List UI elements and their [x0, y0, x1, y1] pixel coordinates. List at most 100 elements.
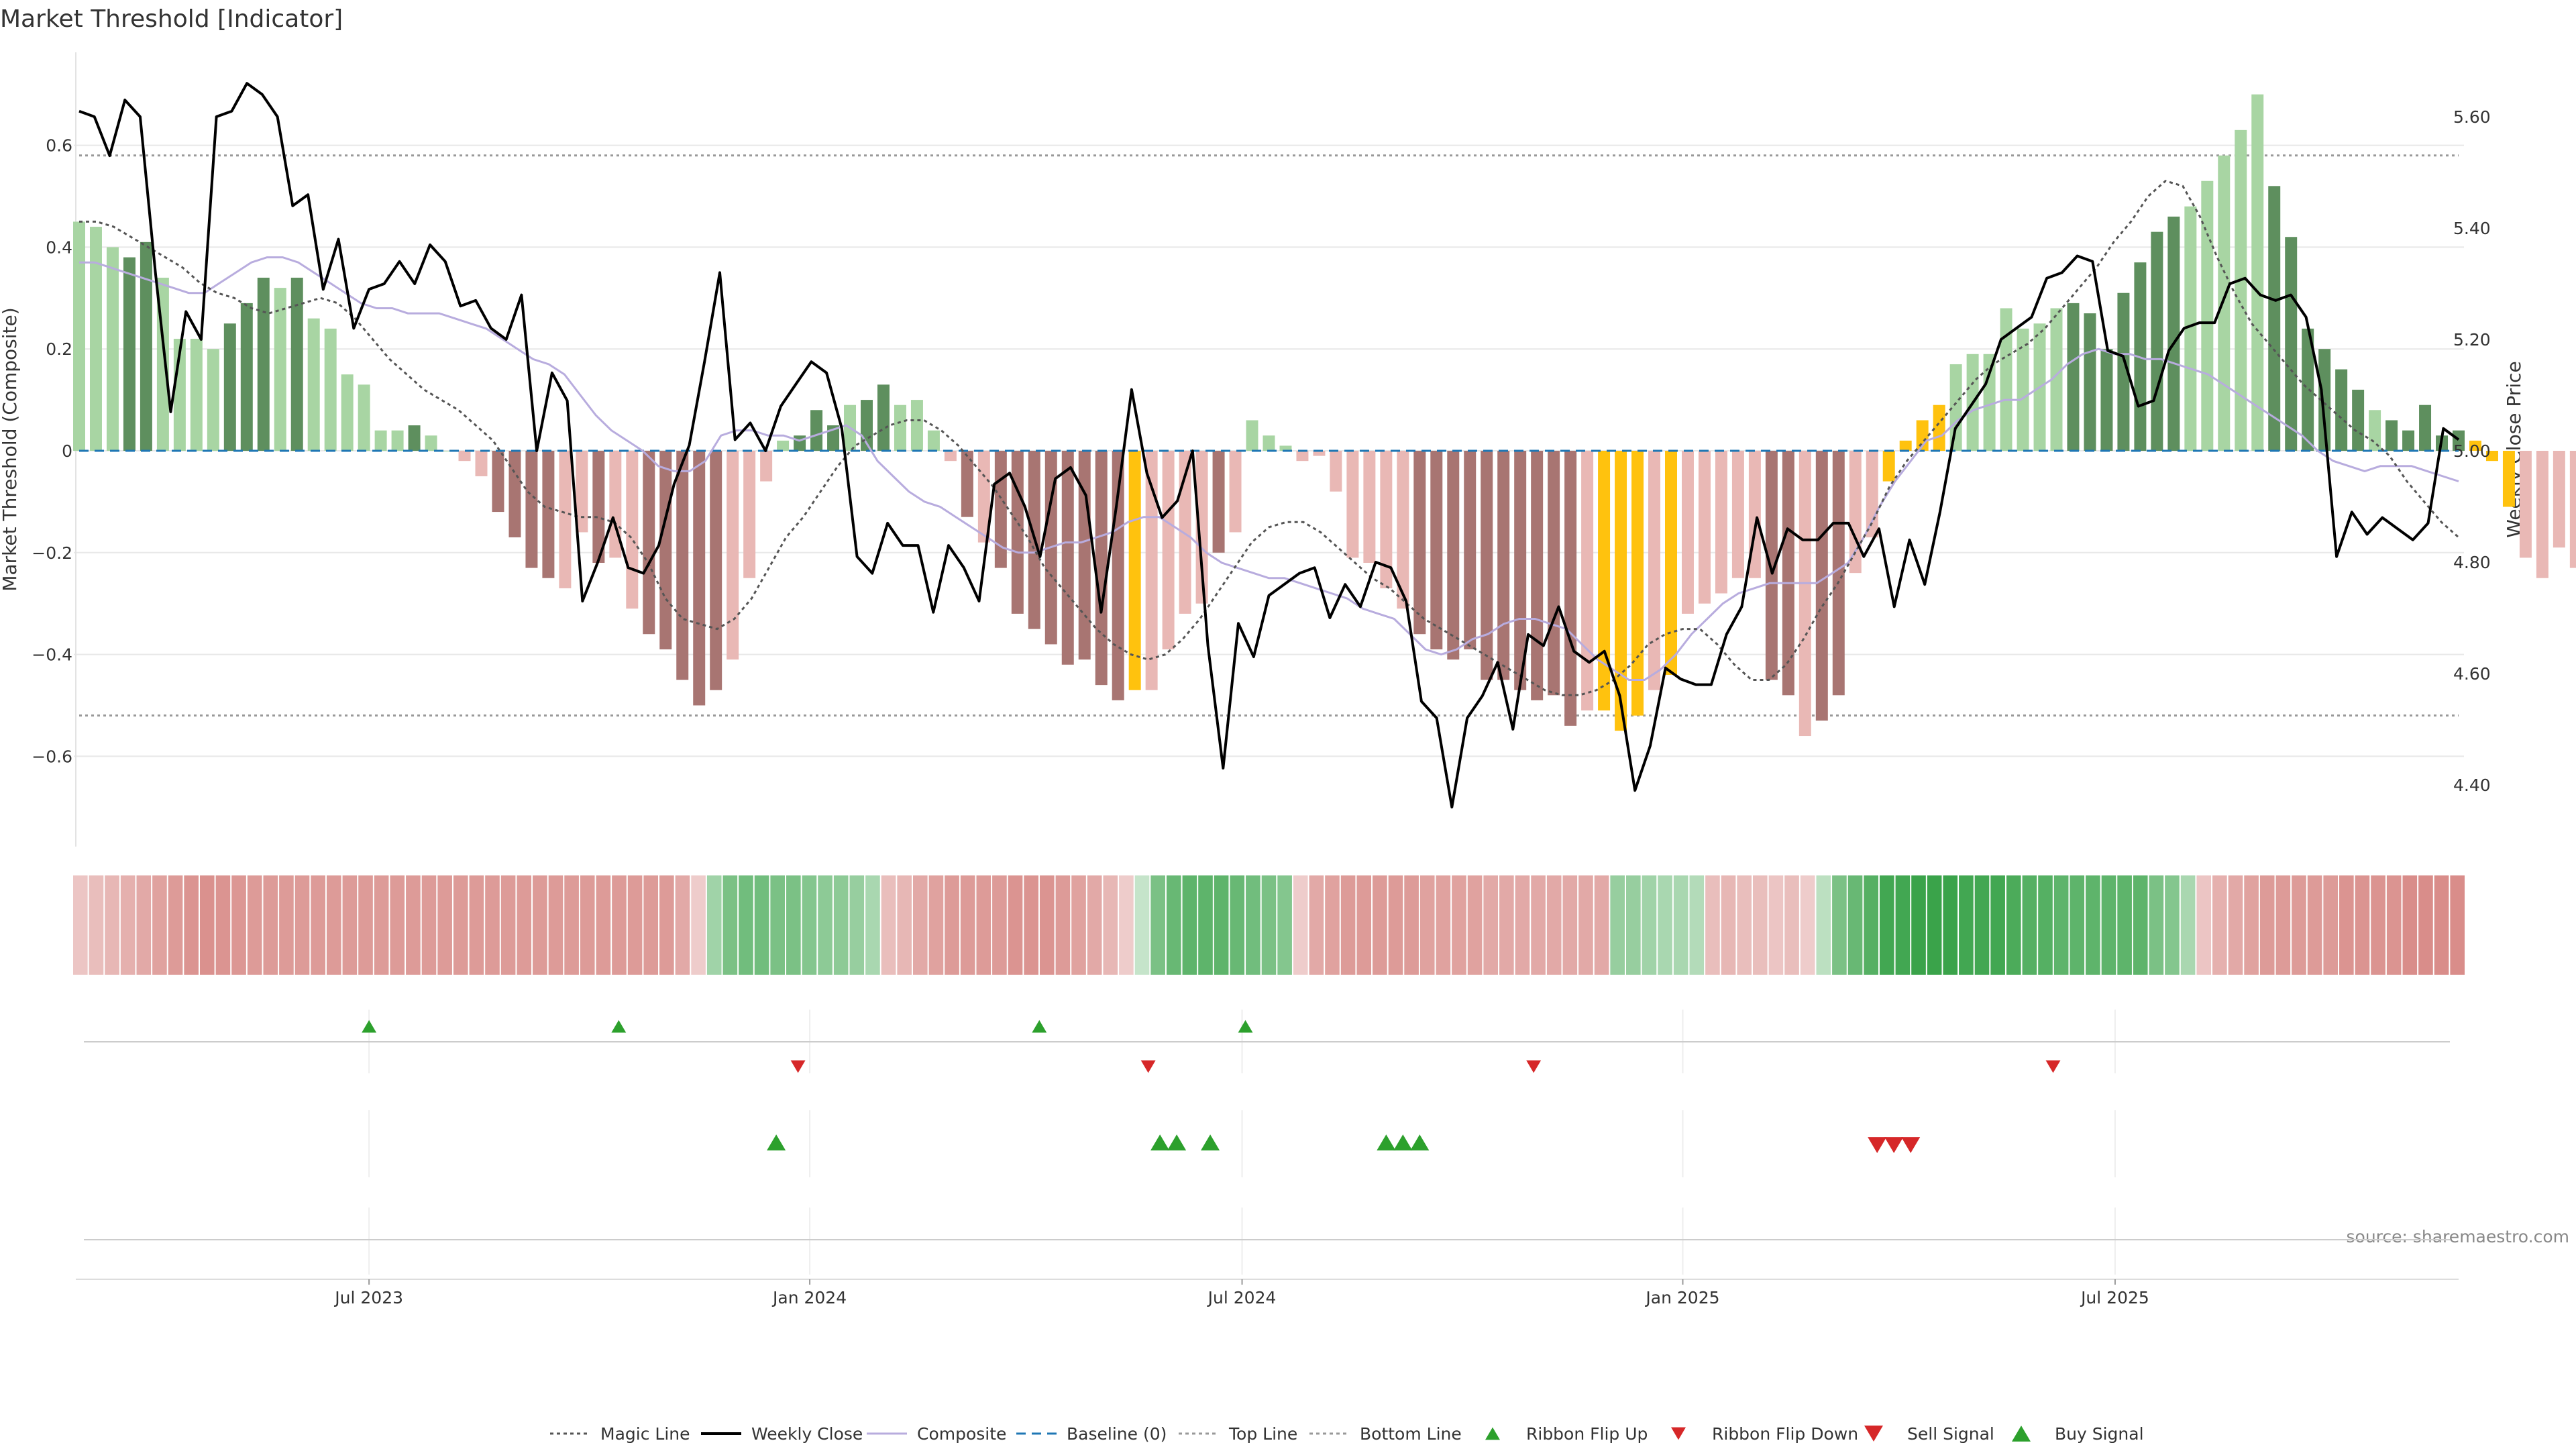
y-tick-label-right: 4.40 — [2453, 775, 2491, 795]
ribbon-cell — [548, 875, 564, 975]
ribbon-cell — [1531, 875, 1546, 975]
ribbon-cell — [1261, 875, 1277, 975]
ribbon-cell — [1832, 875, 1847, 975]
ribbon-cell — [992, 875, 1007, 975]
ribbon-cell — [1039, 875, 1055, 975]
ribbon-cell — [1150, 875, 1165, 975]
composite-bar — [2569, 451, 2576, 568]
composite-bar — [576, 451, 588, 533]
ribbon-cell — [1816, 875, 1831, 975]
legend-label: Ribbon Flip Down — [1712, 1424, 1858, 1444]
ribbon-cell — [1943, 875, 1958, 975]
ribbon-cell — [1182, 875, 1197, 975]
y-tick-label-right: 5.20 — [2453, 330, 2491, 350]
composite-bar — [1011, 451, 1024, 614]
ribbon-cell — [2149, 875, 2164, 975]
ribbon-cell — [675, 875, 690, 975]
ribbon-cell — [1546, 875, 1562, 975]
ribbon-cell — [945, 875, 959, 975]
ribbon-cell — [1721, 875, 1736, 975]
composite-bar — [1815, 451, 1828, 721]
composite-bar — [927, 430, 940, 451]
ribbon-cell — [2323, 875, 2339, 975]
ribbon-cell — [1246, 875, 1260, 975]
ribbon-cell — [2086, 875, 2100, 975]
composite-bar — [944, 451, 957, 462]
ribbon-cell — [2070, 875, 2085, 975]
ribbon-cell — [517, 875, 532, 975]
ribbon-cell — [1119, 875, 1134, 975]
ribbon-cell — [2371, 875, 2385, 975]
composite-bar — [2084, 313, 2096, 451]
ribbon-cell — [2292, 875, 2306, 975]
ribbon-cell — [2038, 875, 2053, 975]
ribbon-flip-up-marker — [1032, 1020, 1047, 1033]
ribbon-cell — [596, 875, 611, 975]
composite-bar — [1615, 451, 1627, 731]
ribbon-cell — [105, 875, 119, 975]
composite-bar — [877, 384, 890, 451]
buy-signal-marker — [1410, 1134, 1430, 1150]
x-tick-label: Jan 2024 — [771, 1288, 847, 1307]
ribbon-cell — [1055, 875, 1071, 975]
ribbon-cell — [2228, 875, 2243, 975]
composite-bar — [1229, 451, 1242, 533]
ribbon-cell — [1959, 875, 1974, 975]
composite-bar — [794, 435, 806, 451]
composite-bar — [1564, 451, 1577, 726]
ribbon-cell — [421, 875, 437, 975]
ribbon-cell — [1404, 875, 1419, 975]
ribbon-cell — [1467, 875, 1483, 975]
x-tick-label: Jul 2024 — [1207, 1288, 1277, 1307]
ribbon-cell — [437, 875, 452, 975]
ribbon-cell — [1705, 875, 1720, 975]
composite-bar — [1413, 451, 1426, 635]
x-axis: Jul 2023 Jan 2024 Jul 2024 Jan 2025 Jul 2025 — [76, 1279, 2459, 1307]
y-tick-label-right: 5.60 — [2453, 107, 2491, 127]
composite-bar — [1949, 364, 1962, 451]
composite-bar — [1195, 451, 1208, 604]
composite-bar — [2151, 231, 2163, 451]
legend-swatch — [1671, 1427, 1686, 1440]
composite-bar — [626, 451, 639, 609]
x-tick-label: Jan 2025 — [1644, 1288, 1719, 1307]
ribbon-cell — [1594, 875, 1609, 975]
ribbon-flip-down-marker — [1140, 1060, 1156, 1073]
ribbon-cell — [184, 875, 199, 975]
legend-label: Composite — [917, 1424, 1006, 1444]
composite-bar — [1313, 451, 1326, 456]
legend-label: Sell Signal — [1907, 1424, 1994, 1444]
legend-label: Top Line — [1228, 1424, 1297, 1444]
ribbon-cell — [342, 875, 358, 975]
ribbon-cell — [1452, 875, 1466, 975]
composite-bar — [2050, 308, 2063, 451]
ribbon-cell — [1388, 875, 1403, 975]
composite-bar — [475, 451, 488, 476]
ribbon-cell — [580, 875, 595, 975]
composite-bar — [743, 451, 756, 578]
composite-bar — [1799, 451, 1811, 737]
y-tick-label-right: 4.80 — [2453, 553, 2491, 572]
composite-bar — [2017, 328, 2029, 451]
ribbon-cell — [833, 875, 849, 975]
ribbon-cell — [2418, 875, 2433, 975]
legend-label: Magic Line — [600, 1424, 690, 1444]
ribbon-cell — [2165, 875, 2180, 975]
composite-bar — [140, 241, 152, 451]
composite-bar — [223, 323, 236, 451]
y-tick-label-left: 0 — [62, 441, 72, 461]
ribbon-cell — [1277, 875, 1292, 975]
composite-bar — [1782, 451, 1794, 696]
ribbon-cell — [73, 875, 88, 975]
ribbon-cell — [960, 875, 975, 975]
weekly-close-line — [78, 82, 2460, 809]
composite-bar — [1882, 451, 1895, 482]
composite-bar — [961, 451, 973, 517]
ribbon-cell — [247, 875, 262, 975]
ribbon-cell — [564, 875, 579, 975]
source-credit: source: sharemaestro.com — [2347, 1227, 2570, 1246]
composite-bar — [1849, 451, 1862, 574]
composite-bar — [1631, 451, 1644, 716]
composite-bar — [1397, 451, 1409, 609]
